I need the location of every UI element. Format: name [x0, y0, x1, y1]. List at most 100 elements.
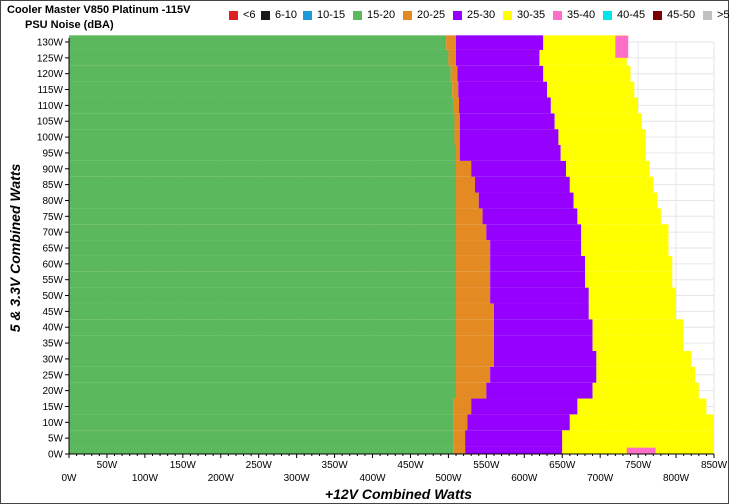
cell-25-30 — [459, 129, 559, 145]
cell-20-25 — [450, 65, 458, 82]
legend-swatch — [261, 11, 270, 20]
cell-20-25 — [454, 129, 460, 145]
cell-15-20 — [69, 145, 456, 161]
cell-20-25 — [446, 35, 456, 50]
y-tick-label: 80W — [42, 196, 63, 207]
x-tick-label: 300W — [284, 473, 311, 484]
cell-30-35 — [592, 335, 684, 351]
cell-30-35 — [581, 240, 669, 256]
cell-30-35 — [562, 430, 714, 447]
x-tick-label: 50W — [97, 460, 118, 471]
cell-20-25 — [456, 224, 487, 241]
cell-15-20 — [69, 35, 447, 50]
cell-25-30 — [493, 319, 593, 336]
cell-30-35 — [585, 255, 673, 272]
cell-20-25 — [453, 446, 466, 454]
cell-25-30 — [493, 335, 593, 351]
cell-25-30 — [478, 192, 574, 209]
cell-15-20 — [69, 319, 456, 336]
cell-30-35 — [585, 271, 673, 288]
cell-30-35 — [550, 97, 639, 114]
x-tick-label: 750W — [625, 460, 652, 471]
cell-30-35 — [547, 81, 635, 98]
y-tick-label: 45W — [42, 307, 63, 318]
cell-20-25 — [448, 49, 456, 66]
cell-25-30 — [486, 224, 582, 241]
cell-35-40 — [615, 35, 629, 58]
cell-25-30 — [482, 208, 578, 225]
x-tick-label: 100W — [132, 473, 159, 484]
cell-20-25 — [456, 287, 491, 304]
cell-15-20 — [69, 49, 449, 66]
x-tick-label: 250W — [246, 460, 273, 471]
legend-label: 45-50 — [667, 9, 696, 21]
cell-20-25 — [456, 176, 475, 193]
legend-swatch — [229, 11, 238, 20]
y-tick-label: 125W — [37, 53, 64, 64]
cell-20-25 — [456, 208, 483, 225]
cell-20-25 — [456, 160, 472, 177]
cell-20-25 — [456, 255, 491, 272]
x-tick-label: 700W — [587, 473, 614, 484]
y-tick-label: 50W — [42, 291, 63, 302]
cell-30-35 — [560, 145, 646, 161]
cell-25-30 — [459, 145, 561, 161]
x-tick-label: 850W — [701, 460, 728, 471]
cell-25-30 — [493, 303, 589, 320]
cell-30-35 — [543, 65, 631, 82]
legend-swatch — [603, 11, 612, 20]
cell-15-20 — [69, 81, 453, 98]
cell-20-25 — [456, 145, 460, 161]
cell-15-20 — [69, 335, 456, 351]
cell-25-30 — [459, 113, 555, 130]
cell-15-20 — [69, 366, 456, 383]
x-tick-label: 350W — [322, 460, 349, 471]
x-tick-label: 0W — [62, 473, 78, 484]
cell-30-35 — [543, 35, 627, 50]
x-tick-label: 600W — [511, 473, 538, 484]
legend-label: 20-25 — [417, 9, 446, 21]
cell-25-30 — [467, 414, 570, 431]
legend-label: 6-10 — [275, 9, 298, 21]
y-tick-label: 55W — [42, 275, 63, 286]
cell-20-25 — [456, 382, 487, 399]
x-tick-label: 800W — [663, 473, 690, 484]
cell-15-20 — [69, 446, 454, 454]
y-tick-label: 0W — [48, 450, 64, 461]
cell-25-30 — [490, 255, 585, 272]
cell-15-20 — [69, 240, 456, 256]
cell-30-35 — [596, 351, 692, 367]
y-tick-label: 105W — [37, 117, 64, 128]
cell-25-30 — [474, 176, 570, 193]
legend-swatch — [453, 11, 462, 20]
y-tick-label: 40W — [42, 323, 63, 334]
cell-30-35 — [592, 382, 699, 399]
cell-30-35 — [569, 176, 654, 193]
cell-15-20 — [69, 224, 456, 241]
legend-label: 10-15 — [317, 9, 346, 21]
legend-label: 25-30 — [467, 9, 496, 21]
cell-15-20 — [69, 351, 456, 367]
cell-15-20 — [69, 287, 456, 304]
cell-30-35 — [592, 319, 684, 336]
chart-subtitle: PSU Noise (dBA) — [25, 19, 114, 31]
cell-15-20 — [69, 176, 456, 193]
cell-25-30 — [490, 287, 589, 304]
legend-swatch — [503, 11, 512, 20]
legend-swatch — [403, 11, 412, 20]
cell-20-25 — [456, 319, 494, 336]
x-tick-label: 550W — [473, 460, 500, 471]
cell-25-30 — [465, 446, 563, 454]
cell-30-35 — [569, 414, 714, 431]
x-tick-label: 450W — [397, 460, 424, 471]
legend-swatch — [653, 11, 662, 20]
cell-25-30 — [490, 366, 597, 383]
cell-15-20 — [69, 113, 455, 130]
legend-label: 40-45 — [617, 9, 646, 21]
cell-25-30 — [459, 97, 551, 114]
cell-30-35 — [588, 303, 677, 320]
y-tick-label: 85W — [42, 180, 63, 191]
y-tick-label: 25W — [42, 370, 63, 381]
cell-30-35 — [573, 192, 658, 209]
